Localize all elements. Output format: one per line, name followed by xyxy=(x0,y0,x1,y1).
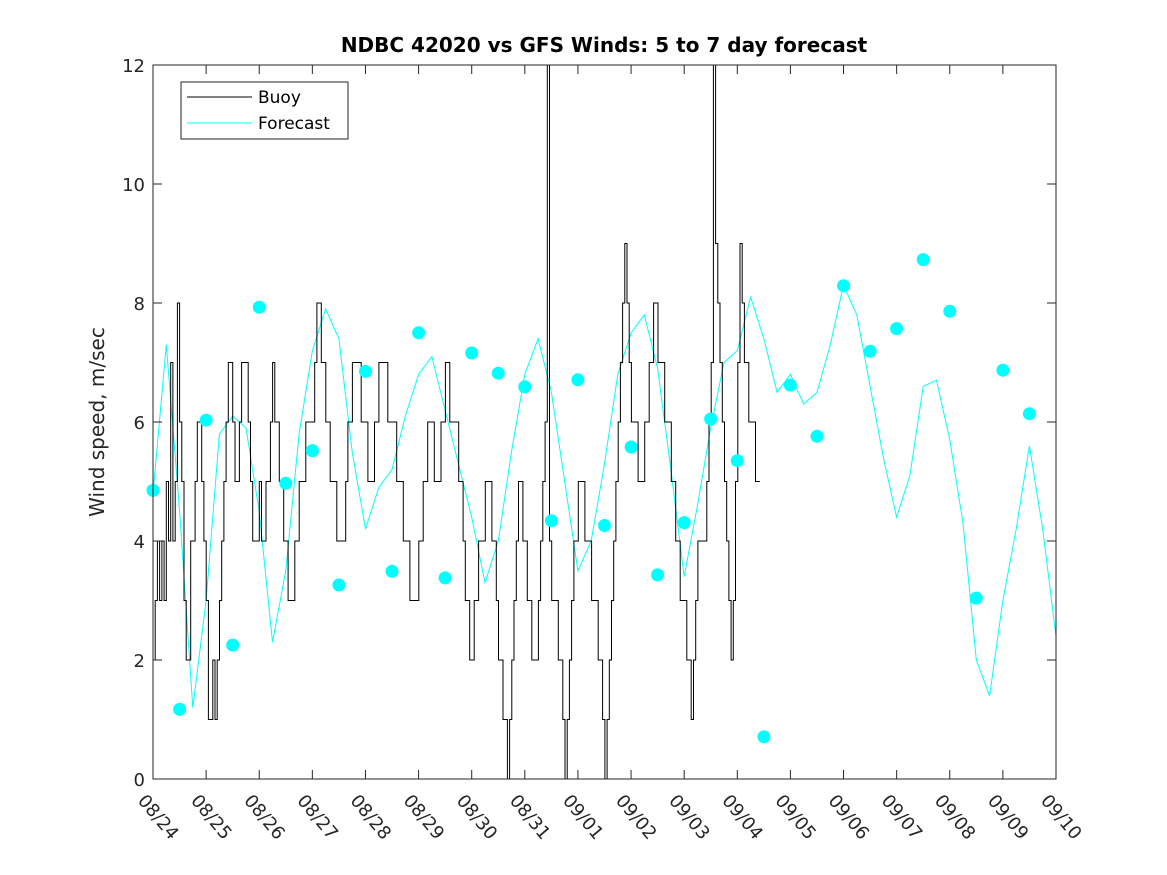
forecast-point xyxy=(438,571,452,585)
forecast-point xyxy=(1022,407,1036,421)
forecast-point xyxy=(465,346,479,360)
forecast-point xyxy=(783,378,797,392)
forecast-point xyxy=(518,380,532,394)
forecast-point xyxy=(810,429,824,443)
forecast-point xyxy=(890,322,904,336)
forecast-point xyxy=(279,476,293,490)
buoy-series xyxy=(153,64,760,780)
forecast-point xyxy=(943,304,957,318)
forecast-point xyxy=(863,344,877,358)
forecast-point xyxy=(332,578,346,592)
y-tick-label: 10 xyxy=(122,175,145,196)
y-axis: 0 2 4 6 8 10 12 xyxy=(122,56,1056,791)
forecast-point xyxy=(916,253,930,267)
forecast-point xyxy=(305,444,319,458)
y-axis-label: Wind speed, m/sec xyxy=(85,327,109,517)
legend-box xyxy=(180,81,349,140)
y-tick-label: 8 xyxy=(134,294,145,315)
y-tick-label: 0 xyxy=(134,770,145,791)
forecast-point xyxy=(359,364,372,378)
forecast-point xyxy=(969,591,983,605)
forecast-point xyxy=(677,516,691,530)
forecast-point xyxy=(837,279,850,293)
legend-buoy-label: Buoy xyxy=(258,88,301,108)
forecast-point xyxy=(571,373,585,387)
forecast-point xyxy=(226,638,240,652)
forecast-point xyxy=(651,568,665,582)
forecast-point xyxy=(624,440,638,454)
y-tick-label: 6 xyxy=(134,413,145,434)
forecast-point xyxy=(598,519,611,532)
forecast-point xyxy=(385,564,399,578)
chart-title: NDBC 42020 vs GFS Winds: 5 to 7 day fore… xyxy=(341,33,868,57)
forecast-point xyxy=(757,730,771,744)
y-tick-label: 12 xyxy=(122,56,145,77)
forecast-point xyxy=(704,412,718,426)
buoy-line xyxy=(153,64,760,780)
forecast-point xyxy=(252,300,266,314)
forecast-point xyxy=(173,702,187,716)
forecast-point xyxy=(730,454,744,468)
forecast-point xyxy=(996,363,1010,377)
y-tick-label: 2 xyxy=(134,651,145,672)
forecast-point xyxy=(412,326,426,340)
y-tick-label: 4 xyxy=(134,532,145,553)
forecast-point xyxy=(491,366,505,380)
legend-forecast-label: Forecast xyxy=(258,114,330,134)
plot-area xyxy=(153,65,1056,779)
forecast-point xyxy=(199,413,213,427)
forecast-point xyxy=(544,514,558,528)
legend: Buoy Forecast xyxy=(180,81,349,140)
